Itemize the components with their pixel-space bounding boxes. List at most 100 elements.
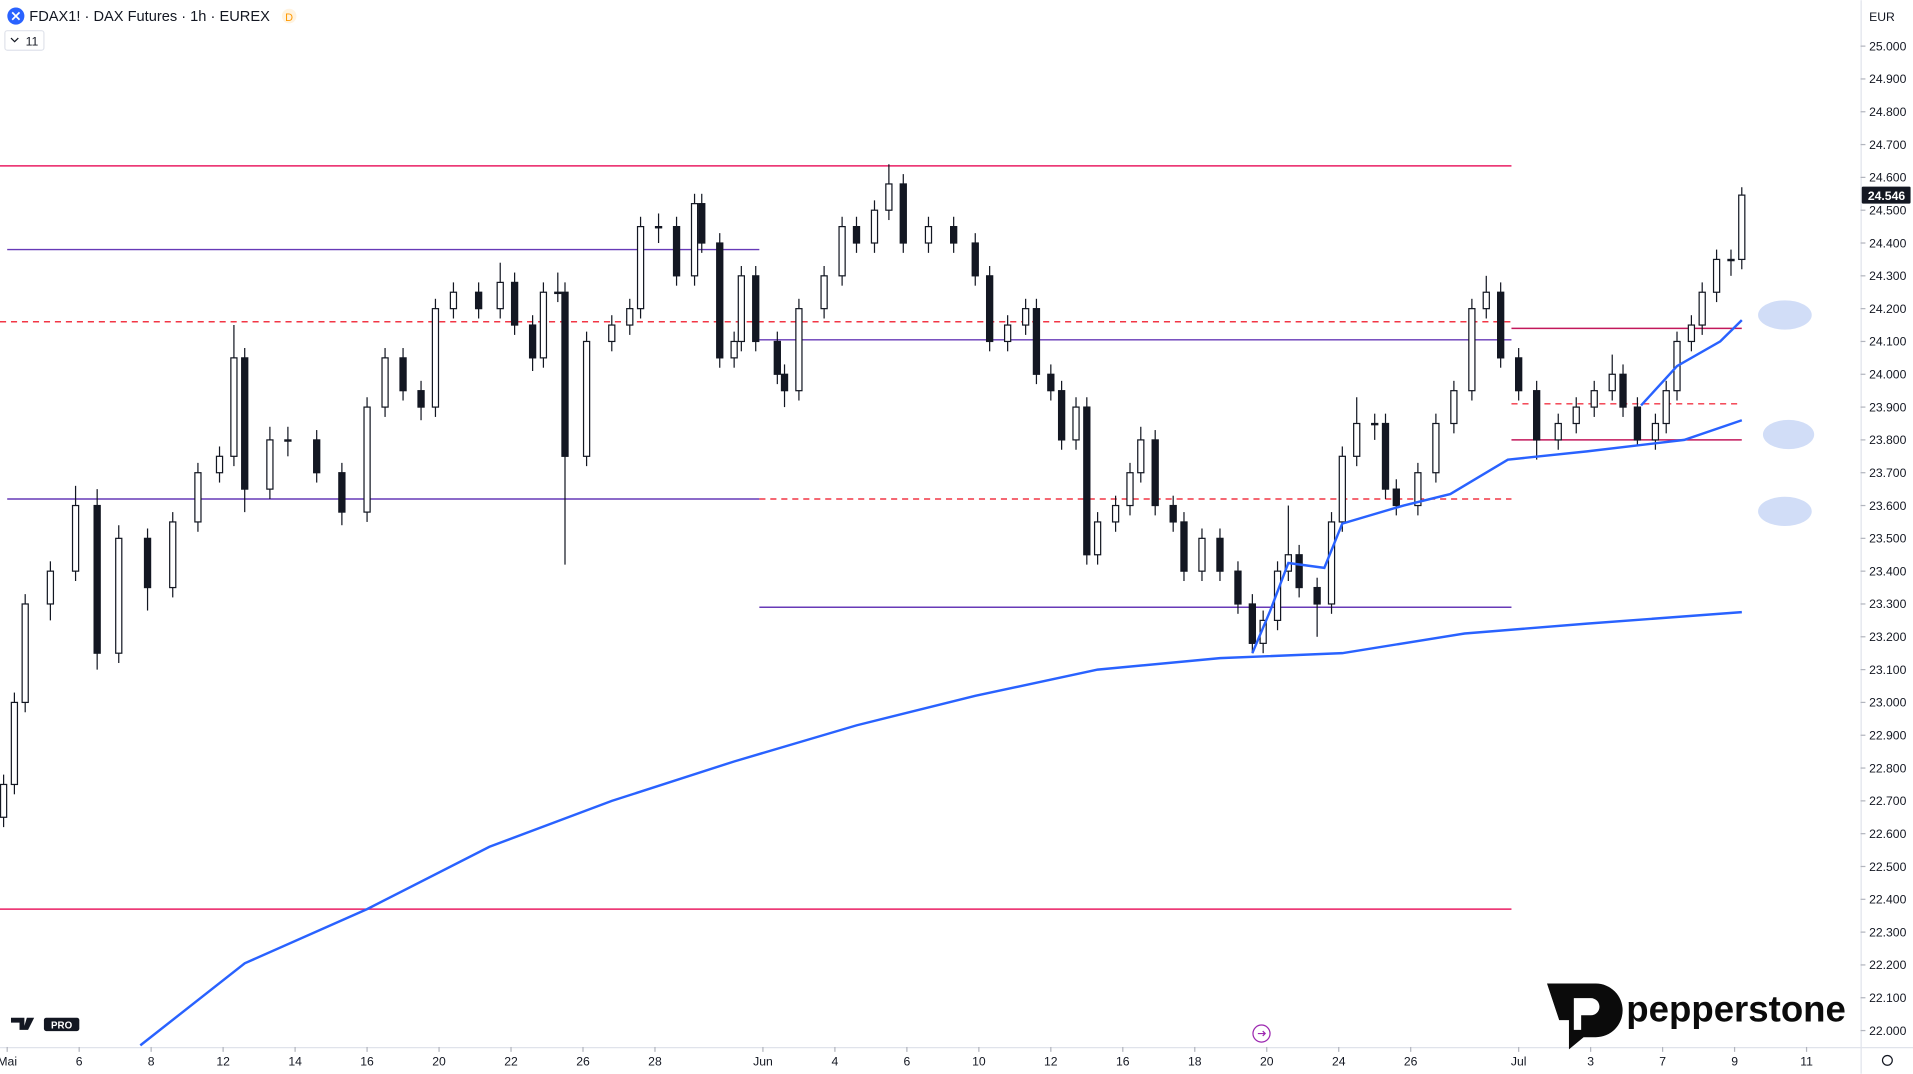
y-tick-label: 23.000 <box>1869 696 1906 710</box>
candle-body <box>561 291 569 457</box>
candle-body <box>1532 390 1541 441</box>
candle-body <box>1482 291 1490 310</box>
brand-name: pepperstone <box>1626 988 1846 1029</box>
x-tick-label: 11 <box>1800 1054 1813 1068</box>
candle-body <box>885 183 893 211</box>
y-tick-label: 22.000 <box>1869 1024 1906 1038</box>
indicator-toggle[interactable] <box>4 30 45 51</box>
x-tick-label: 14 <box>288 1054 302 1068</box>
candle-body <box>752 275 760 343</box>
candle-body <box>1432 422 1440 474</box>
candle-body <box>1608 373 1616 392</box>
candle-body <box>1003 324 1012 343</box>
candle-body <box>46 570 55 605</box>
last-price-label: 24.546 <box>1868 189 1905 203</box>
x-tick-label: 22 <box>504 1054 518 1068</box>
candle-body <box>363 406 371 513</box>
x-tick-label: 18 <box>1188 1054 1202 1068</box>
candle-body <box>1371 422 1379 426</box>
candle-body <box>0 783 8 818</box>
candle-body <box>539 291 548 359</box>
candle-body <box>1738 194 1746 261</box>
tv-logo: PRO <box>10 1017 80 1032</box>
candle-body <box>1248 603 1257 644</box>
x-tick-label: 6 <box>76 1054 83 1068</box>
candle-body <box>1137 439 1145 474</box>
y-tick-label: 25.000 <box>1869 39 1906 53</box>
candle-body <box>215 455 224 474</box>
candle-body <box>1047 373 1055 392</box>
symbol-icon-mark <box>11 11 21 21</box>
candle-body <box>654 225 663 229</box>
candle-body <box>582 340 591 457</box>
candle-body <box>21 603 29 704</box>
marker-ellipse <box>1762 419 1815 450</box>
candle-body <box>730 340 738 359</box>
x-tick-label: 26 <box>1404 1054 1418 1068</box>
candle-body <box>431 308 440 408</box>
candle-body <box>1273 570 1282 621</box>
y-tick-label: 22.100 <box>1869 991 1906 1005</box>
candle-body <box>626 308 634 326</box>
x-tick-label: 7 <box>1659 1054 1666 1068</box>
y-tick-label: 23.200 <box>1869 630 1906 644</box>
candle-body <box>870 209 879 244</box>
candle-body <box>690 203 699 277</box>
symbol-title[interactable]: FDAX1! · DAX Futures · 1h · EUREX <box>29 9 270 25</box>
y-tick-label: 24.900 <box>1869 72 1906 86</box>
candle-body <box>1497 291 1505 359</box>
candle-body <box>143 537 152 589</box>
candle-body <box>985 275 994 343</box>
x-tick-label: 9 <box>1731 1054 1738 1068</box>
candle-body <box>496 281 504 310</box>
x-tick-label: 28 <box>648 1054 662 1068</box>
candle-body <box>1687 324 1696 343</box>
candle-body <box>1662 390 1670 425</box>
x-tick-label: 3 <box>1587 1054 1594 1068</box>
y-tick-label: 23.100 <box>1869 663 1906 677</box>
x-tick-label: 26 <box>576 1054 590 1068</box>
x-tick-label: 20 <box>1260 1054 1274 1068</box>
candle-body <box>1327 521 1336 605</box>
candle-body <box>1198 537 1206 572</box>
candle-body <box>1169 504 1177 523</box>
candle-body <box>230 357 238 457</box>
y-tick-label: 22.600 <box>1869 827 1906 841</box>
settings-icon[interactable] <box>1881 1054 1893 1066</box>
x-tick-label: 6 <box>903 1054 910 1068</box>
candle-body <box>1338 455 1346 523</box>
vwap-line <box>139 610 1742 1047</box>
last-price-tag <box>1861 186 1911 204</box>
candle-body <box>1032 308 1041 375</box>
candle-body <box>1450 390 1458 425</box>
marker-ellipse <box>1758 300 1812 330</box>
currency[interactable]: EUR <box>1869 10 1895 24</box>
y-tick-label: 23.600 <box>1869 499 1906 513</box>
candle-body <box>1515 357 1523 392</box>
candle-body <box>510 281 519 326</box>
candle-body <box>241 357 249 490</box>
candle-body <box>698 203 706 244</box>
y-tick-label: 23.700 <box>1869 466 1906 480</box>
candle-body <box>838 225 846 277</box>
candle-body <box>71 504 80 572</box>
brand-logo: pepperstone <box>1546 983 1846 1050</box>
event-icon-arrow <box>1257 1030 1267 1037</box>
candle-body <box>737 275 745 343</box>
candle-body <box>773 340 781 375</box>
candle-body <box>1057 390 1066 441</box>
candle-body <box>899 183 907 244</box>
y-tick-label: 22.300 <box>1869 925 1906 939</box>
x-tick-label: 16 <box>1116 1054 1130 1068</box>
y-tick-label: 23.400 <box>1869 564 1906 578</box>
candle-body <box>1590 390 1598 408</box>
candle-body <box>1126 472 1134 507</box>
badge-bg <box>281 8 297 24</box>
y-tick-label: 22.900 <box>1869 729 1906 743</box>
candle-body <box>1313 586 1321 605</box>
candle-body <box>338 472 346 513</box>
y-tick-label: 24.600 <box>1869 171 1906 185</box>
y-tick-label: 24.800 <box>1869 105 1906 119</box>
vwap-line <box>1251 419 1743 654</box>
